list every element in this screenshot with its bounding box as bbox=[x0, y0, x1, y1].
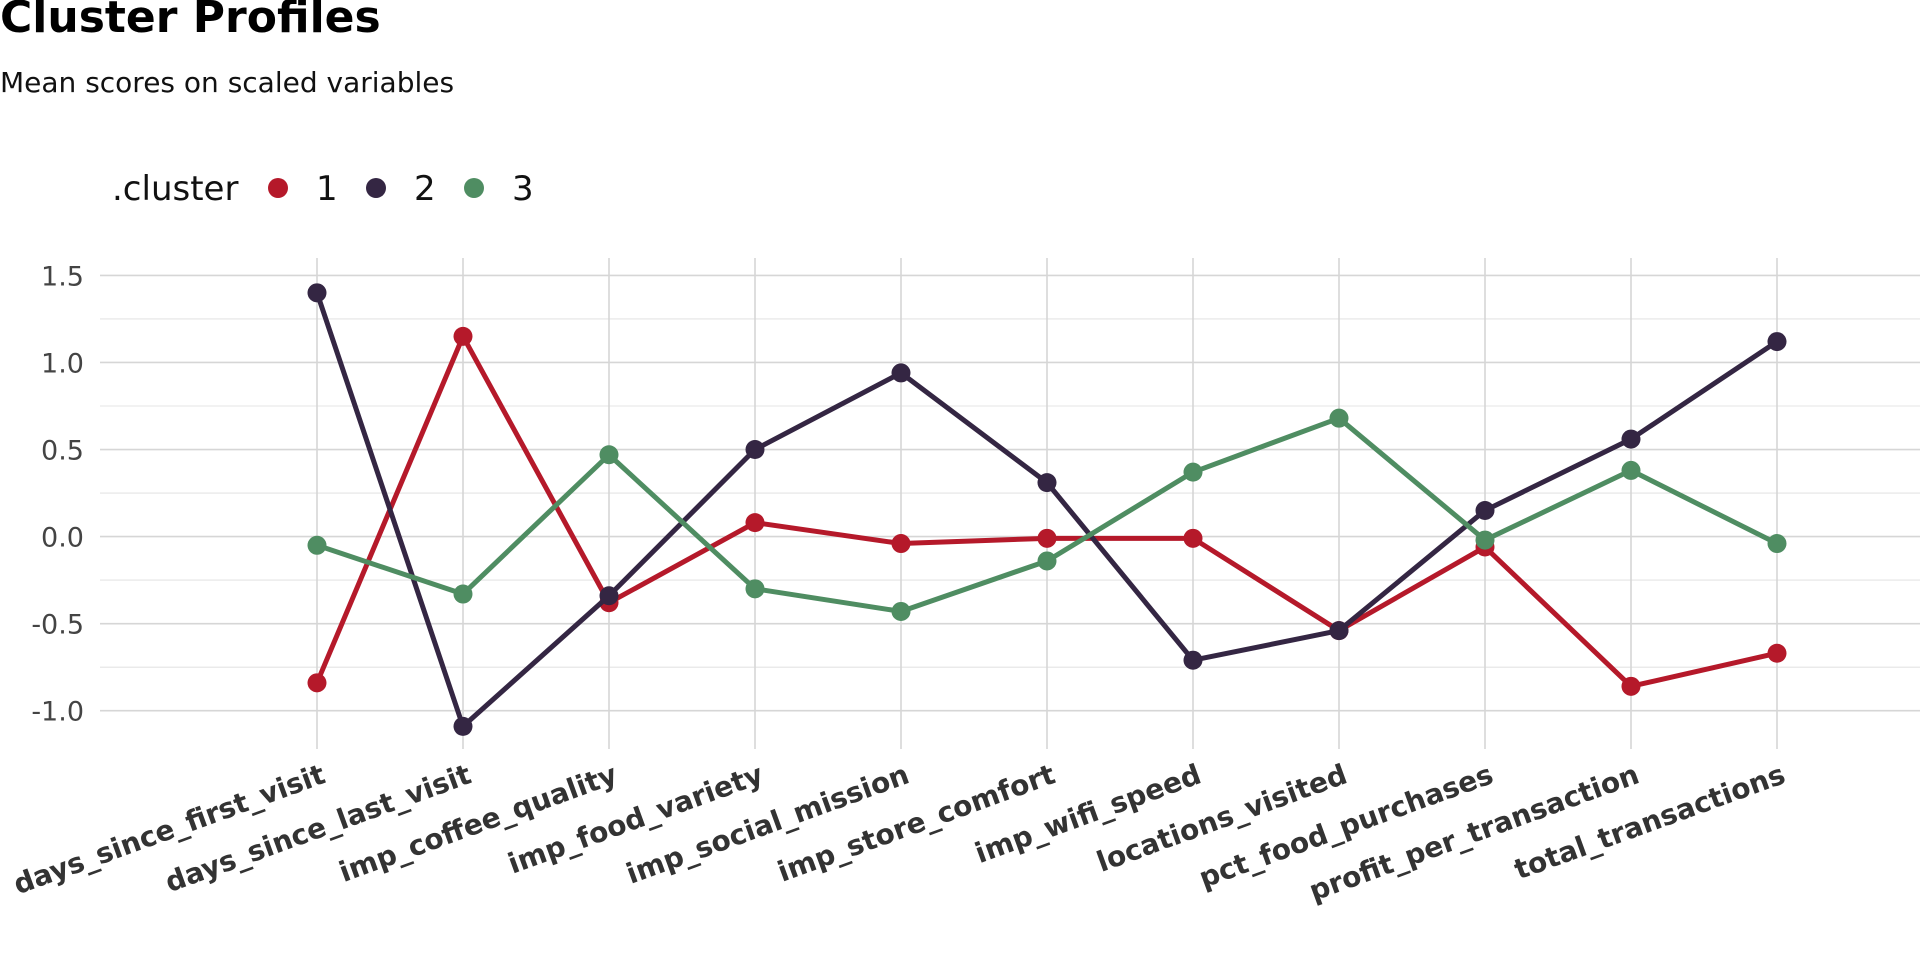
data-point bbox=[1037, 528, 1057, 548]
data-point bbox=[1621, 460, 1641, 480]
y-tick-label: 1.5 bbox=[41, 261, 84, 292]
series-2 bbox=[307, 283, 1787, 736]
data-point bbox=[1767, 332, 1787, 352]
y-tick-label: -1.0 bbox=[31, 697, 84, 728]
series-3 bbox=[307, 408, 1787, 621]
legend-key bbox=[268, 178, 288, 198]
legend-key bbox=[464, 178, 484, 198]
chart-subtitle: Mean scores on scaled variables bbox=[0, 66, 455, 99]
legend-item-2: 2 bbox=[366, 169, 436, 209]
data-point bbox=[599, 445, 619, 465]
legend-item-3: 3 bbox=[464, 169, 534, 209]
y-tick-label: 0.0 bbox=[41, 523, 84, 554]
y-tick-label: 1.0 bbox=[41, 348, 84, 379]
data-point bbox=[1183, 650, 1203, 670]
data-point bbox=[1183, 462, 1203, 482]
data-point bbox=[1621, 676, 1641, 696]
data-point bbox=[453, 584, 473, 604]
legend-key bbox=[366, 178, 386, 198]
data-point bbox=[745, 513, 765, 533]
data-point bbox=[1621, 429, 1641, 449]
chart-title: Cluster Profiles bbox=[0, 0, 381, 43]
data-point bbox=[307, 535, 327, 555]
data-point bbox=[1037, 473, 1057, 493]
legend-label: 2 bbox=[414, 169, 436, 209]
data-point bbox=[1329, 621, 1349, 641]
data-point bbox=[1329, 408, 1349, 428]
data-point bbox=[307, 673, 327, 693]
data-point bbox=[453, 716, 473, 736]
series-layer bbox=[307, 283, 1787, 736]
data-point bbox=[453, 326, 473, 346]
grid bbox=[100, 258, 1920, 749]
data-point bbox=[891, 363, 911, 383]
data-point bbox=[1767, 643, 1787, 663]
y-tick-label: 0.5 bbox=[41, 436, 84, 467]
data-point bbox=[891, 534, 911, 554]
data-point bbox=[599, 586, 619, 606]
data-point bbox=[1037, 551, 1057, 571]
data-point bbox=[891, 601, 911, 621]
legend-label: 3 bbox=[512, 169, 534, 209]
data-point bbox=[307, 283, 327, 303]
data-point bbox=[745, 440, 765, 460]
legend: .cluster 1 2 3 bbox=[112, 169, 534, 209]
data-point bbox=[1475, 530, 1495, 550]
legend-title: .cluster bbox=[112, 169, 238, 209]
data-point bbox=[1767, 534, 1787, 554]
legend-label: 1 bbox=[316, 169, 338, 209]
data-point bbox=[1475, 500, 1495, 520]
y-tick-label: -0.5 bbox=[31, 610, 84, 641]
data-point bbox=[1183, 528, 1203, 548]
x-axis: days_since_first_visitdays_since_last_vi… bbox=[9, 758, 1789, 908]
y-axis: -1.0 -0.5 0.0 0.5 1.0 1.5 bbox=[31, 261, 84, 727]
legend-item-1: 1 bbox=[268, 169, 338, 209]
data-point bbox=[745, 579, 765, 599]
